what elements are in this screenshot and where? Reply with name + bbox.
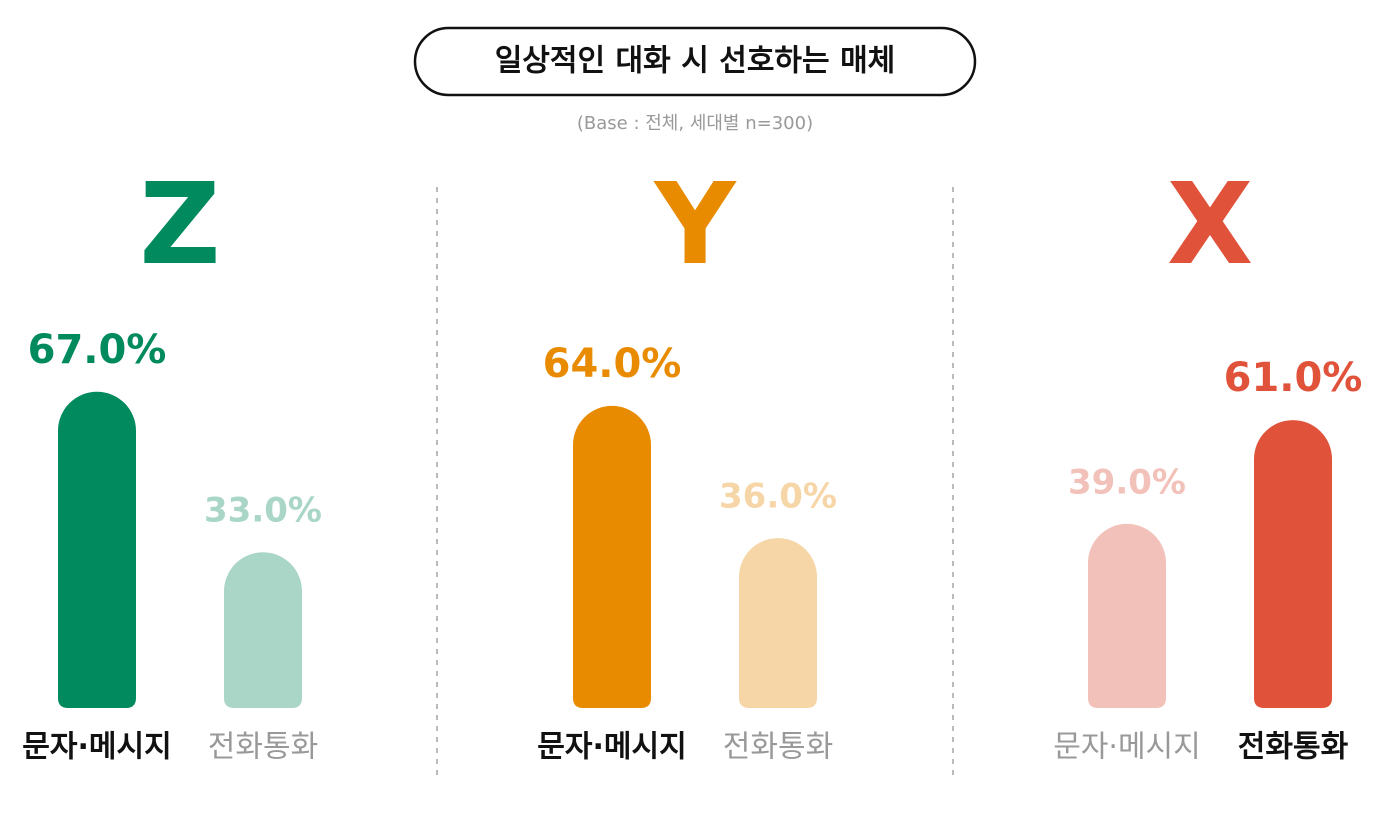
value-label: 39.0% — [1068, 462, 1186, 502]
panel-letter: Y — [652, 160, 737, 290]
bar — [573, 405, 651, 708]
panel-letter: X — [1167, 160, 1253, 290]
bar — [1088, 523, 1166, 708]
panel-letter: Z — [139, 160, 220, 290]
bar — [224, 552, 302, 708]
category-label: 전화통화 — [208, 730, 318, 765]
value-label: 61.0% — [1224, 355, 1363, 401]
category-label: 문자·메시지 — [22, 730, 171, 765]
bar — [739, 538, 817, 708]
category-label: 문자·메시지 — [537, 730, 686, 765]
chart-subtitle: (Base : 전체, 세대별 n=300) — [577, 113, 813, 134]
value-label: 67.0% — [28, 327, 167, 373]
category-label: 전화통화 — [723, 730, 833, 765]
title-pill — [413, 26, 977, 97]
chart-title: 일상적인 대화 시 선호하는 매체 — [495, 44, 896, 79]
category-label: 전화통화 — [1238, 730, 1349, 765]
bar — [58, 391, 136, 708]
value-label: 36.0% — [719, 477, 837, 517]
value-label: 33.0% — [204, 491, 322, 531]
value-label: 64.0% — [543, 341, 682, 387]
bar — [1254, 420, 1332, 708]
category-label: 문자·메시지 — [1053, 730, 1201, 765]
